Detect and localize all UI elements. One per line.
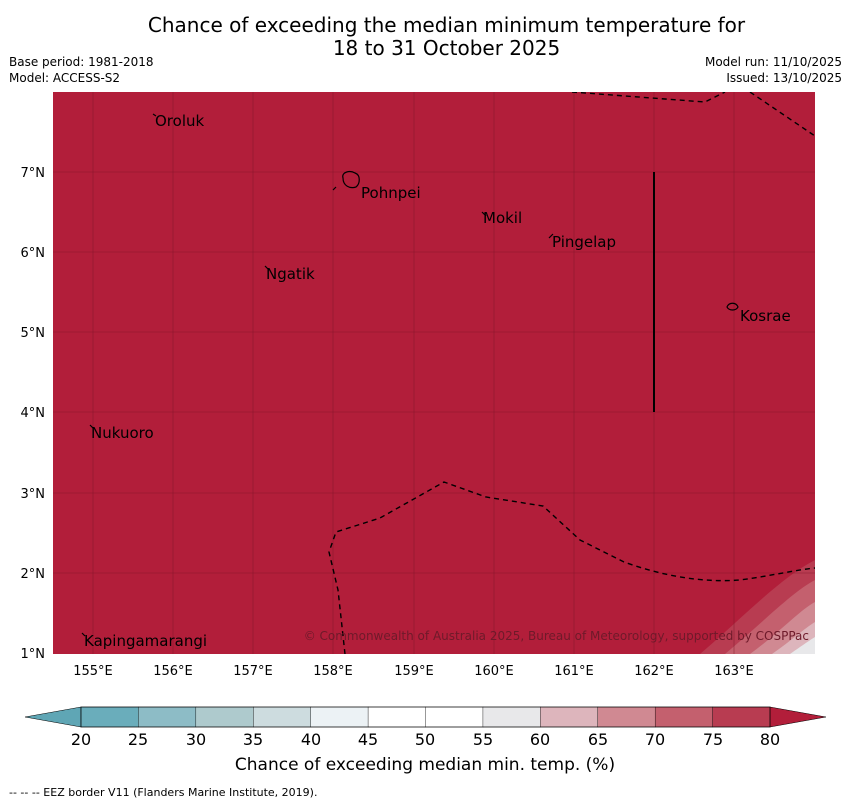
place-oroluk: Oroluk xyxy=(155,112,204,130)
lat-label-4: 4°N xyxy=(21,406,46,421)
cbar-tick-70: 70 xyxy=(645,730,665,749)
place-pohnpei: Pohnpei xyxy=(361,184,421,202)
colorbar-ticks: 20 25 30 35 40 45 50 55 60 65 70 75 80 xyxy=(71,730,780,749)
kosrae-island xyxy=(726,302,739,311)
cbar-tick-75: 75 xyxy=(703,730,723,749)
model-info: Base period: 1981-2018 Model: ACCESS-S2 xyxy=(9,54,154,86)
lon-label-163: 163°E xyxy=(714,664,754,679)
colorbar-over-arrow xyxy=(769,706,827,728)
cbar-tick-40: 40 xyxy=(301,730,321,749)
colorbar-segment xyxy=(482,706,541,728)
lon-label-155: 155°E xyxy=(73,664,113,679)
colorbar-segment xyxy=(138,706,197,728)
oroluk-atoll xyxy=(152,113,157,117)
colorbar-segment xyxy=(80,706,139,728)
colorbar-segment xyxy=(310,706,369,728)
colorbar-segment xyxy=(654,706,714,728)
cbar-tick-50: 50 xyxy=(415,730,435,749)
title-line-2: 18 to 31 October 2025 xyxy=(332,36,561,60)
lat-label-7: 7°N xyxy=(21,166,46,181)
colorbar-segment xyxy=(367,706,426,728)
probability-shading xyxy=(700,560,815,654)
lon-label-158: 158°E xyxy=(313,664,353,679)
place-labels: Oroluk Pohnpei Mokil Pingelap Ngatik Kos… xyxy=(84,112,791,650)
copyright-notice: © Commonwealth of Australia 2025, Bureau… xyxy=(304,629,809,643)
lat-label-3: 3°N xyxy=(21,487,46,502)
colorbar-segment xyxy=(712,706,771,728)
cbar-tick-55: 55 xyxy=(473,730,493,749)
colorbar-segments xyxy=(80,706,771,728)
cbar-tick-30: 30 xyxy=(186,730,206,749)
lat-label-1: 1°N xyxy=(21,647,46,662)
lon-label-160: 160°E xyxy=(474,664,514,679)
pohnpei-atoll xyxy=(332,186,337,191)
cbar-tick-25: 25 xyxy=(128,730,148,749)
cbar-tick-45: 45 xyxy=(358,730,378,749)
map-title: Chance of exceeding the median minimum t… xyxy=(0,14,850,60)
pohnpei-island xyxy=(342,171,360,189)
model-name: Model: ACCESS-S2 xyxy=(9,71,121,85)
longitude-axis: 155°E 156°E 157°E 158°E 159°E 160°E 161°… xyxy=(73,664,754,679)
eez-footnote: -- -- -- EEZ border V11 (Flanders Marine… xyxy=(9,786,318,799)
latitude-axis: 7°N 6°N 5°N 4°N 3°N 2°N 1°N xyxy=(21,166,46,662)
lat-label-2: 2°N xyxy=(21,567,46,582)
colorbar-segment xyxy=(253,706,312,728)
place-nukuoro: Nukuoro xyxy=(91,424,154,442)
cbar-tick-60: 60 xyxy=(530,730,550,749)
colorbar-segment xyxy=(425,706,484,728)
place-mokil: Mokil xyxy=(483,209,522,227)
colorbar-under-arrow xyxy=(24,706,82,728)
lat-label-5: 5°N xyxy=(21,326,46,341)
lon-label-159: 159°E xyxy=(394,664,434,679)
gridlines xyxy=(53,92,815,654)
lat-label-6: 6°N xyxy=(21,246,46,261)
colorbar-segment xyxy=(597,706,656,728)
map-background xyxy=(53,92,815,654)
islands xyxy=(81,113,739,637)
eez-borders xyxy=(328,92,815,654)
cbar-tick-20: 20 xyxy=(71,730,91,749)
colorbar-segment xyxy=(195,706,254,728)
lon-label-161: 161°E xyxy=(554,664,594,679)
ngatik-atoll xyxy=(264,265,270,271)
title-line-1: Chance of exceeding the median minimum t… xyxy=(147,13,746,37)
lon-label-162: 162°E xyxy=(634,664,674,679)
model-run: Model run: 11/10/2025 xyxy=(704,55,842,69)
cbar-tick-80: 80 xyxy=(760,730,780,749)
issue-info: Model run: 11/10/2025 Issued: 13/10/2025 xyxy=(705,54,842,86)
pingelap-atoll xyxy=(548,233,554,239)
colorbar: 20 25 30 35 40 45 50 55 60 65 70 75 80 xyxy=(24,706,827,749)
lon-label-156: 156°E xyxy=(153,664,193,679)
place-pingelap: Pingelap xyxy=(552,233,616,251)
mokil-atoll xyxy=(481,211,487,217)
lon-label-157: 157°E xyxy=(233,664,273,679)
place-ngatik: Ngatik xyxy=(266,265,315,283)
kapinga-atoll xyxy=(81,632,86,637)
place-kosrae: Kosrae xyxy=(740,307,791,325)
colorbar-segment xyxy=(540,706,599,728)
base-period: Base period: 1981-2018 xyxy=(9,55,154,69)
colorbar-label: Chance of exceeding median min. temp. (%… xyxy=(234,755,616,775)
cbar-tick-65: 65 xyxy=(588,730,608,749)
cbar-tick-35: 35 xyxy=(243,730,263,749)
place-kapingamarangi: Kapingamarangi xyxy=(84,632,207,650)
issued-date: Issued: 13/10/2025 xyxy=(726,71,842,85)
nukuoro-atoll xyxy=(89,424,94,429)
